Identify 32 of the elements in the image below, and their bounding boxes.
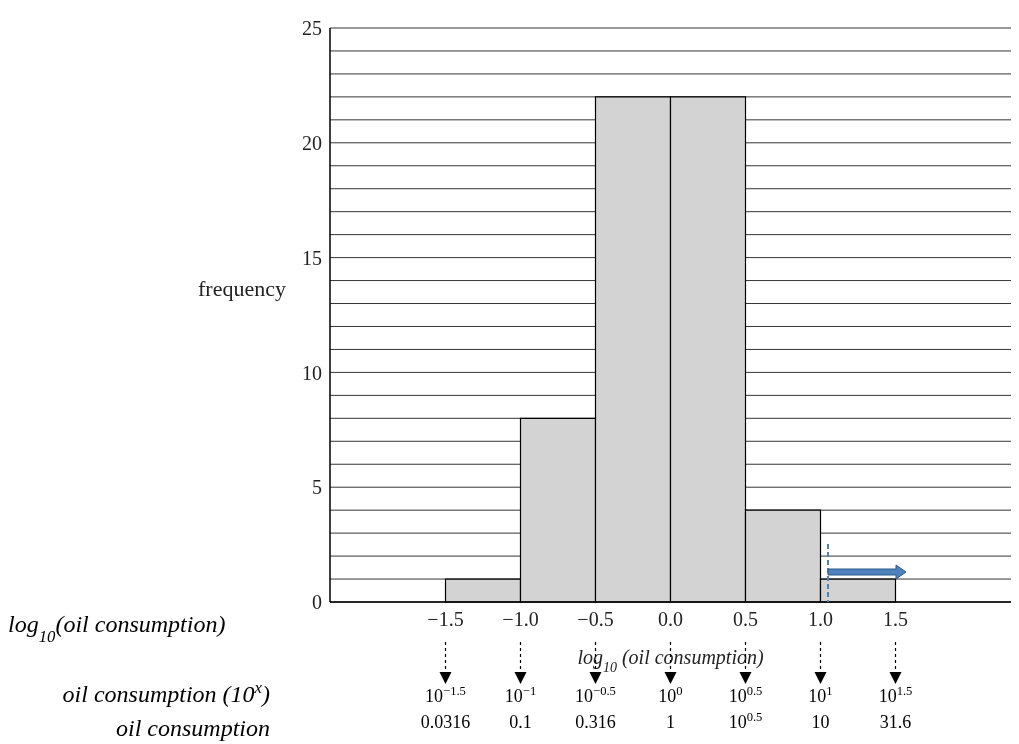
text: 10$^{0}$ <box>658 684 683 706</box>
y-tick-label: 20 <box>302 131 322 154</box>
y-tick-label: 25 <box>302 17 322 40</box>
x-tick-label: −1.5 <box>427 608 464 631</box>
x-axis-title: log$_{10}$ (oil consumption) <box>577 646 764 675</box>
x-tick-label: −0.5 <box>577 608 614 631</box>
text: log$_{10}$(oil consumption) <box>8 611 226 646</box>
text: 10$^{1.5}$ <box>878 684 913 706</box>
text: 10 <box>811 712 830 732</box>
text: 10$^{0.5}$ <box>728 710 763 732</box>
x-tick-label: 1.5 <box>883 608 908 631</box>
y-tick-label: 10 <box>302 361 322 384</box>
x-tick-label: 0.5 <box>733 608 758 631</box>
x-tick-label: 1.0 <box>808 608 833 631</box>
x-tick-label: 0.0 <box>658 608 683 631</box>
text: oil consumption (10$^{x}$) <box>62 677 270 707</box>
text: oil consumption <box>116 715 270 741</box>
text: 10$^{−1}$ <box>504 684 537 706</box>
text: 10$^{−1.5}$ <box>425 684 466 706</box>
text: 0.316 <box>575 712 616 732</box>
text: 31.6 <box>879 712 912 732</box>
text: 10$^{1}$ <box>808 684 833 706</box>
text: 10$^{0.5}$ <box>728 684 763 706</box>
text: 0.1 <box>509 712 532 732</box>
text: 0.0316 <box>420 712 471 732</box>
y-tick-label: 5 <box>312 476 322 499</box>
y-tick-label: 0 <box>312 591 322 614</box>
y-axis-title: frequency <box>198 276 286 301</box>
y-tick-label: 15 <box>302 246 322 269</box>
text: 10$^{−0.5}$ <box>575 684 616 706</box>
x-tick-label: −1.0 <box>502 608 539 631</box>
text: 1 <box>666 712 675 732</box>
